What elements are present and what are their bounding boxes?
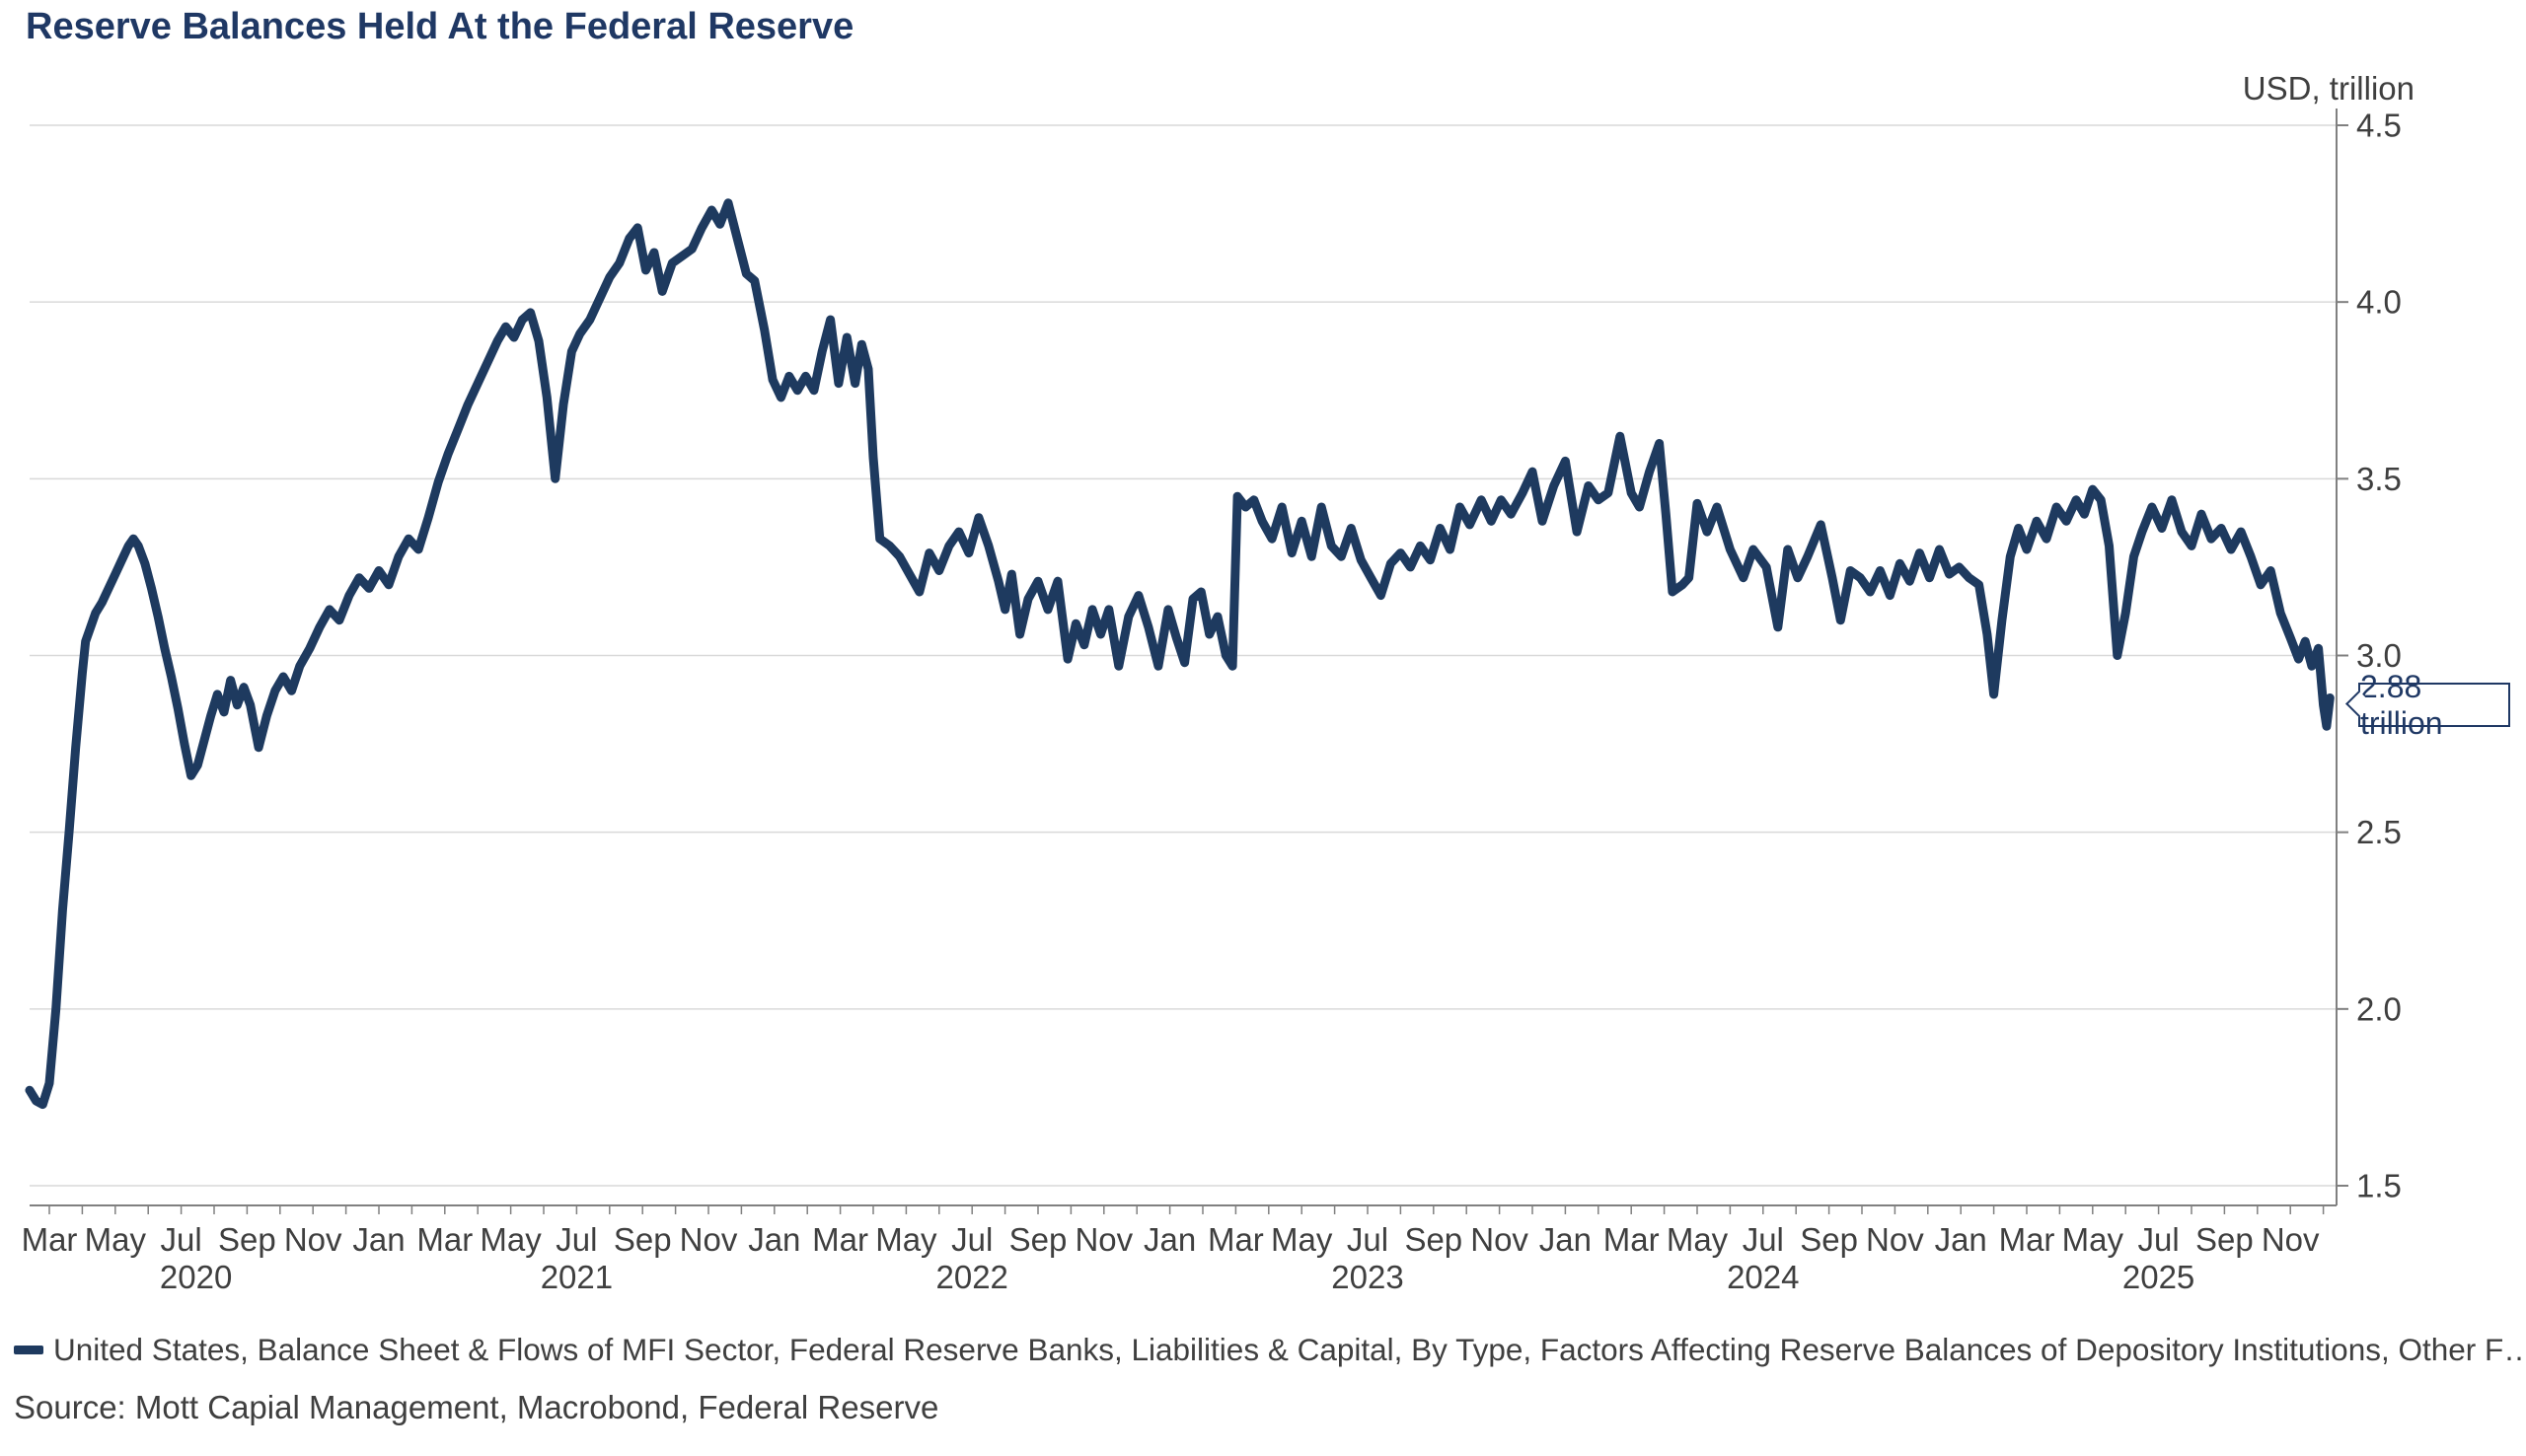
- x-tick-label: Jul: [161, 1221, 202, 1258]
- x-tick-label: Jul: [556, 1221, 597, 1258]
- x-tick-label: Jan: [748, 1221, 800, 1258]
- x-tick-label: Nov: [1866, 1221, 1924, 1258]
- y-tick-label: 2.0: [2356, 990, 2402, 1027]
- x-tick-label: Jan: [1935, 1221, 1987, 1258]
- x-year-label: 2025: [2122, 1259, 2194, 1295]
- x-tick-label: Nov: [1075, 1221, 1133, 1258]
- x-year-label: 2024: [1727, 1259, 1799, 1295]
- gridlines: [30, 124, 2337, 1187]
- x-tick-label: Jul: [2138, 1221, 2180, 1258]
- x-year-label: 2020: [160, 1259, 232, 1295]
- x-year-label: 2022: [935, 1259, 1007, 1295]
- series-line-layer: [25, 198, 2335, 1110]
- x-tick-label: Mar: [1999, 1221, 2055, 1258]
- x-year-label: 2021: [541, 1259, 613, 1295]
- x-tick-label: Sep: [1009, 1221, 1068, 1258]
- source-attribution: Source: Mott Capial Management, Macrobon…: [14, 1389, 939, 1425]
- x-tick-label: Sep: [218, 1221, 276, 1258]
- x-tick-label: Jul: [951, 1221, 993, 1258]
- x-tick-label: Nov: [284, 1221, 342, 1258]
- x-tick-label: Jan: [1144, 1221, 1196, 1258]
- y-tick-label: 1.5: [2356, 1167, 2402, 1203]
- y-tick-label: 3.0: [2356, 637, 2402, 674]
- last-value-callout-text: 2.88 trillion: [2360, 668, 2443, 741]
- y-tick-label: 2.5: [2356, 814, 2402, 850]
- reserve-balances-line: [25, 198, 2335, 1110]
- x-tick-label: Jan: [352, 1221, 405, 1258]
- legend: United States, Balance Sheet & Flows of …: [14, 1332, 2522, 1368]
- y-tick-label: 4.5: [2356, 108, 2402, 144]
- x-tick-label: Mar: [812, 1221, 868, 1258]
- x-tick-label: May: [2062, 1221, 2124, 1258]
- legend-series-label: United States, Balance Sheet & Flows of …: [53, 1332, 2522, 1367]
- x-tick-label: May: [480, 1221, 542, 1258]
- x-tick-label: Jul: [1347, 1221, 1388, 1258]
- y-tick-label: 4.0: [2356, 284, 2402, 321]
- x-tick-label: Sep: [614, 1221, 672, 1258]
- legend-line-swatch-icon: [14, 1346, 43, 1354]
- x-tick-label: Sep: [1404, 1221, 1462, 1258]
- x-tick-label: Nov: [2262, 1221, 2320, 1258]
- chart-title: Reserve Balances Held At the Federal Res…: [26, 6, 854, 47]
- y-axis-unit-label: USD, trillion: [2243, 70, 2415, 107]
- last-value-callout: 2.88 trillion: [2345, 669, 2510, 741]
- x-tick-label: Nov: [1470, 1221, 1528, 1258]
- x-tick-label: Nov: [680, 1221, 738, 1258]
- x-tick-label: May: [875, 1221, 937, 1258]
- x-tick-label: Sep: [2195, 1221, 2254, 1258]
- x-year-label: 2023: [1331, 1259, 1403, 1295]
- x-tick-label: Sep: [1800, 1221, 1858, 1258]
- x-tick-label: Mar: [1208, 1221, 1264, 1258]
- x-tick-label: Mar: [22, 1221, 78, 1258]
- x-tick-label: May: [85, 1221, 147, 1258]
- x-tick-label: Jan: [1539, 1221, 1592, 1258]
- x-tick-label: Mar: [1603, 1221, 1660, 1258]
- y-tick-label: 3.5: [2356, 461, 2402, 497]
- x-tick-label: May: [1271, 1221, 1333, 1258]
- x-tick-label: Jul: [1743, 1221, 1784, 1258]
- x-tick-label: May: [1667, 1221, 1729, 1258]
- x-tick-label: Mar: [416, 1221, 473, 1258]
